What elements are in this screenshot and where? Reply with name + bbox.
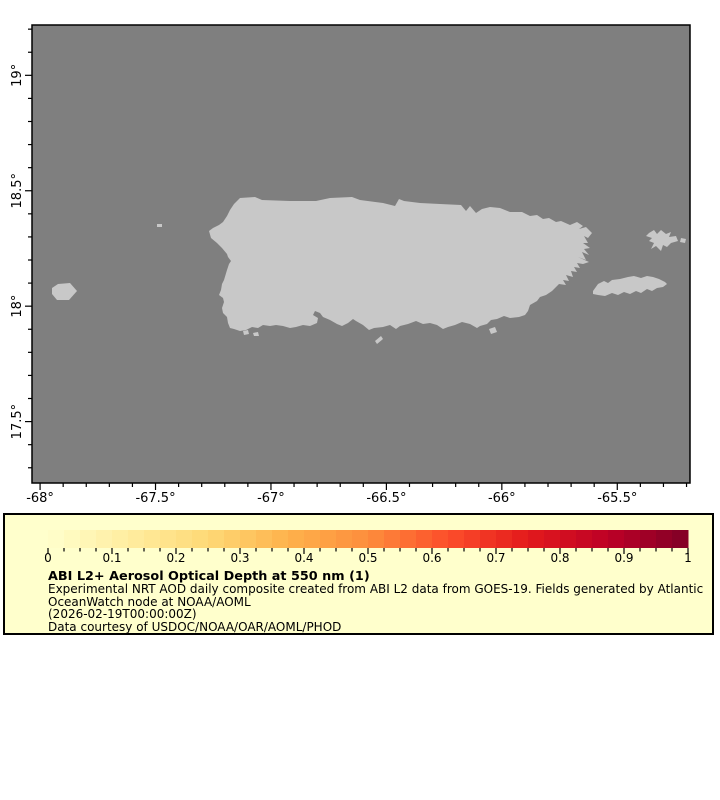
island-caja-de-muertos — [375, 336, 383, 344]
colorbar — [48, 530, 689, 548]
colorbar-tick-label: 1 — [684, 551, 692, 565]
colorbar-band — [480, 530, 497, 548]
legend-courtesy-line: Data courtesy of USDOC/NOAA/OAR/AOML/PHO… — [48, 619, 342, 634]
colorbar-tick-label: 0.4 — [294, 551, 313, 565]
colorbar-band — [608, 530, 625, 548]
colorbar-band — [80, 530, 97, 548]
colorbar-band — [48, 530, 65, 548]
island-sw-islet-1 — [243, 330, 249, 335]
colorbar-band — [336, 530, 353, 548]
colorbar-band — [624, 530, 641, 548]
y-axis-labels: 19° 18.5° 18° 17.5° — [10, 64, 25, 440]
colorbar-tick-label: 0.1 — [102, 551, 121, 565]
colorbar-band — [560, 530, 577, 548]
legend-timestamp: (2026-02-19T00:00:00Z) — [48, 607, 197, 622]
y-tick-label: 17.5° — [10, 404, 25, 439]
colorbar-figure: 0 0.1 0.2 0.3 0.4 0.5 0.6 0.7 0.8 0.9 1 — [44, 530, 692, 565]
colorbar-band — [112, 530, 129, 548]
colorbar-band — [160, 530, 177, 548]
island-desecheo — [157, 224, 162, 227]
x-axis-labels: -68° -67.5° -67° -66.5° -66° -65.5° — [26, 491, 637, 506]
colorbar-band — [448, 530, 465, 548]
map-frame — [31, 24, 691, 484]
colorbar-band — [400, 530, 417, 548]
colorbar-band — [288, 530, 305, 548]
colorbar-tick-label: 0 — [44, 551, 52, 565]
x-tick-label: -68° — [26, 491, 54, 506]
x-axis-ticks — [39, 483, 688, 490]
landmasses — [52, 197, 686, 344]
y-tick-label: 19° — [10, 64, 25, 87]
colorbar-band — [512, 530, 529, 548]
island-puerto-rico — [209, 197, 592, 331]
island-sw-islet-2 — [253, 332, 259, 336]
colorbar-band — [528, 530, 545, 548]
x-tick-label: -66° — [488, 491, 516, 506]
legend-box: 0 0.1 0.2 0.3 0.4 0.5 0.6 0.7 0.8 0.9 1 ABI L2+ Ae… — [3, 513, 714, 635]
colorbar-tick-label: 0.5 — [358, 551, 377, 565]
colorbar-tick-labels: 0 0.1 0.2 0.3 0.4 0.5 0.6 0.7 0.8 0.9 1 — [44, 551, 692, 565]
island-vieques — [593, 276, 667, 296]
colorbar-band — [672, 530, 689, 548]
colorbar-band — [208, 530, 225, 548]
colorbar-band — [144, 530, 161, 548]
legend-description-line: OceanWatch node at NOAA/AOML — [48, 594, 251, 609]
legend-title: ABI L2+ Aerosol Optical Depth at 550 nm … — [48, 569, 370, 584]
colorbar-tick-label: 0.2 — [166, 551, 185, 565]
colorbar-band — [96, 530, 113, 548]
colorbar-tick-label: 0.8 — [550, 551, 569, 565]
colorbar-band — [128, 530, 145, 548]
x-tick-label: -66.5° — [366, 491, 406, 506]
colorbar-tick-label: 0.3 — [230, 551, 249, 565]
colorbar-ticks — [47, 548, 689, 554]
island-culebra — [646, 230, 678, 251]
island-mona — [52, 283, 77, 300]
y-tick-label: 18.5° — [10, 173, 25, 208]
y-axis-ticks — [25, 28, 32, 469]
colorbar-tick-label: 0.6 — [422, 551, 441, 565]
legend-description-line: Experimental NRT AOD daily composite cre… — [48, 582, 704, 597]
legend-text-block: ABI L2+ Aerosol Optical Depth at 550 nm … — [48, 569, 704, 634]
colorbar-band — [304, 530, 321, 548]
colorbar-band — [272, 530, 289, 548]
colorbar-band — [224, 530, 241, 548]
colorbar-band — [320, 530, 337, 548]
map-figure: -68° -67.5° -67° -66.5° -66° -65.5° 19°18.5°1… — [10, 24, 691, 506]
colorbar-band — [432, 530, 449, 548]
colorbar-band — [64, 530, 81, 548]
x-tick-label: -65.5° — [597, 491, 637, 506]
x-tick-label: -67° — [257, 491, 285, 506]
colorbar-band — [496, 530, 513, 548]
colorbar-band — [640, 530, 657, 548]
colorbar-band — [256, 530, 273, 548]
colorbar-band — [464, 530, 481, 548]
colorbar-band — [544, 530, 561, 548]
colorbar-band — [368, 530, 385, 548]
y-tick-label: 18° — [10, 295, 25, 318]
colorbar-band — [416, 530, 433, 548]
x-tick-label: -67.5° — [135, 491, 175, 506]
colorbar-band — [192, 530, 209, 548]
island-south-islet — [489, 327, 497, 334]
colorbar-tick-label: 0.9 — [614, 551, 633, 565]
colorbar-band — [384, 530, 401, 548]
colorbar-tick-label: 0.7 — [486, 551, 505, 565]
colorbar-band — [240, 530, 257, 548]
colorbar-band — [656, 530, 673, 548]
colorbar-band — [176, 530, 193, 548]
colorbar-band — [592, 530, 609, 548]
colorbar-band — [352, 530, 369, 548]
island-culebrita — [680, 238, 686, 243]
colorbar-band — [576, 530, 593, 548]
